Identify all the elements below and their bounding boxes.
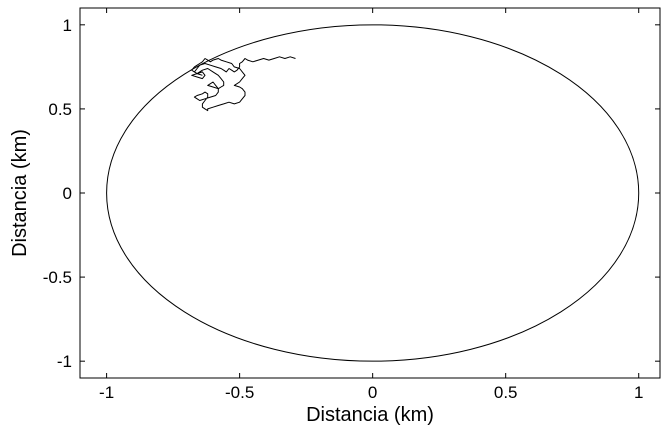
- plot-area: [79, 7, 661, 379]
- y-tick-label: -1: [57, 352, 72, 371]
- y-tick-label: 0.5: [48, 100, 72, 119]
- x-tick-label: 0.5: [494, 383, 518, 402]
- x-tick-label: 1: [634, 383, 643, 402]
- y-axis-label: Distancia (km): [9, 129, 31, 257]
- random-walk-path: [191, 56, 296, 112]
- boundary-circle: [106, 24, 640, 362]
- x-tick-label: -1: [99, 383, 114, 402]
- y-tick-label: 1: [63, 16, 72, 35]
- ticks-layer: -1 -0.5 0 0.5 1 1 0.5 0 -0.5 -1: [43, 8, 660, 402]
- x-axis-label: Distancia (km): [306, 404, 434, 426]
- x-tick-label: 0: [368, 383, 377, 402]
- x-tick-label: -0.5: [225, 383, 254, 402]
- y-tick-label: -0.5: [43, 268, 72, 287]
- plot-layer: [106, 24, 640, 362]
- y-tick-label: 0: [63, 184, 72, 203]
